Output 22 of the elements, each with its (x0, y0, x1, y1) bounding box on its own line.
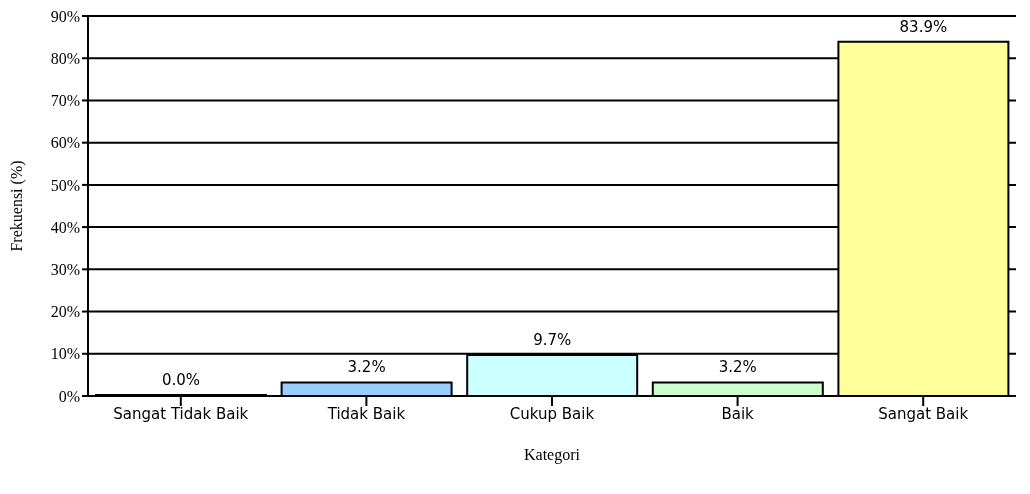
x-tick-label: Tidak Baik (326, 404, 406, 423)
y-tick-label: 10% (50, 345, 80, 363)
x-tick-label: Sangat Baik (878, 404, 969, 423)
y-tick-label: 20% (50, 303, 80, 321)
x-tick-label: Baik (721, 404, 755, 423)
x-tick-label: Sangat Tidak Baik (113, 404, 249, 423)
data-label: 3.2% (718, 358, 757, 377)
data-label: 0.0% (161, 371, 201, 389)
y-tick-label: 60% (50, 134, 80, 152)
y-tick-label: 90% (50, 7, 80, 25)
x-tick-label: Cukup Baik (509, 404, 595, 423)
y-tick-label: 0% (58, 387, 80, 405)
y-tick-label: 70% (50, 92, 80, 110)
y-tick-label: 50% (50, 176, 80, 194)
data-label: 83.9% (899, 17, 948, 36)
y-tick-label: 30% (50, 261, 80, 279)
data-label: 3.2% (347, 358, 386, 377)
y-tick-label: 40% (50, 218, 80, 236)
y-axis-title: Frekuensi (%) (7, 160, 26, 252)
y-tick-label: 80% (50, 49, 80, 67)
x-axis-title: Kategori (524, 446, 581, 464)
data-label: 9.7% (533, 331, 572, 350)
